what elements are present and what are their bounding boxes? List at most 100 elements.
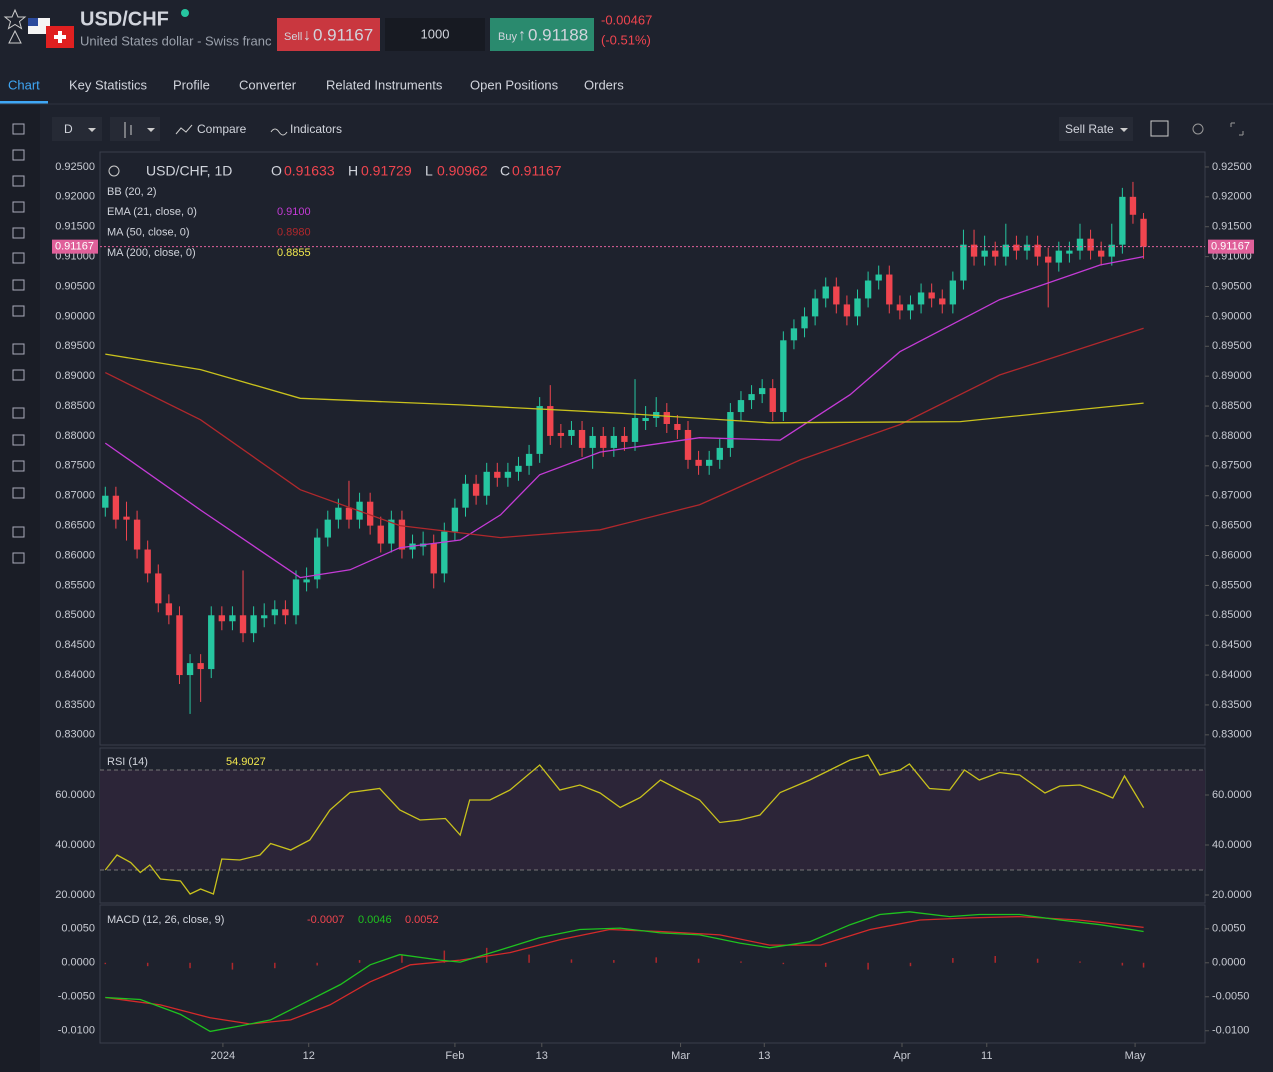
ohlc-o_label: O <box>271 163 282 179</box>
ohlc-c: 0.91167 <box>512 163 562 179</box>
macd-histogram-bar <box>189 962 191 969</box>
candle-body <box>388 519 395 544</box>
candle-body <box>525 453 533 466</box>
y-tick-label: 0.83500 <box>1212 699 1252 711</box>
candle-body <box>112 495 120 520</box>
candle-body <box>1013 244 1020 251</box>
fullscreen-button[interactable] <box>1230 122 1244 136</box>
candle-body <box>123 516 130 520</box>
buy-button[interactable] <box>490 18 594 51</box>
tool-icon[interactable] <box>12 369 25 381</box>
tab[interactable]: Profile <box>173 77 210 92</box>
last-price-label: 0.91167 <box>1211 241 1250 253</box>
candle-body <box>663 412 670 424</box>
tool-icon[interactable] <box>12 343 25 355</box>
candle-body <box>250 615 257 634</box>
tool-icon[interactable] <box>12 407 25 419</box>
quantity-input[interactable] <box>385 18 485 51</box>
tool-icon[interactable] <box>12 252 25 264</box>
candle-body <box>239 615 247 634</box>
candle-body <box>811 298 819 317</box>
y-tick-label: 60.0000 <box>1212 789 1252 801</box>
tool-icon[interactable] <box>12 149 25 161</box>
candle-body <box>631 418 639 442</box>
y-tick-label: 20.0000 <box>1212 889 1252 901</box>
toolbar: D Compare Indicators Sell Rate <box>52 117 1244 141</box>
macd-histogram-bar <box>613 960 615 963</box>
candle-body <box>960 244 967 281</box>
tool-icon[interactable] <box>12 434 25 446</box>
y-tick-label: 0.88500 <box>1212 400 1252 412</box>
instrument-name: United States dollar - Swiss franc <box>80 33 272 48</box>
tab[interactable]: Key Statistics <box>69 77 148 92</box>
tool-icon[interactable] <box>12 227 25 239</box>
alert-icon[interactable] <box>8 29 22 44</box>
tool-icon[interactable] <box>12 460 25 472</box>
y-tick-label: 0.83000 <box>1212 729 1252 741</box>
tab[interactable]: Related Instruments <box>326 77 443 92</box>
buy-label: Buy <box>498 31 517 43</box>
sell-button[interactable] <box>277 18 380 51</box>
candle-body <box>377 525 384 544</box>
y-tick-label: 0.86000 <box>1212 549 1252 561</box>
tool-icon[interactable] <box>12 552 25 564</box>
tool-icon[interactable] <box>12 487 25 499</box>
tab[interactable]: Open Positions <box>470 77 559 92</box>
y-tick-label: 0.83500 <box>55 699 95 711</box>
y-tick-label: -0.0050 <box>1212 991 1249 1003</box>
y-tick-label: 0.89500 <box>1212 340 1252 352</box>
macd-value: -0.0007 <box>307 914 344 926</box>
ohlc-o: 0.91633 <box>284 163 335 179</box>
change: -0.00467 <box>601 12 652 27</box>
candle-body <box>970 244 978 257</box>
settings-button[interactable] <box>1192 123 1204 135</box>
sell-price: 0.91167 <box>313 25 373 44</box>
screenshot-button[interactable] <box>1150 120 1169 137</box>
y-tick-label: 20.0000 <box>55 889 95 901</box>
tool-icon[interactable] <box>12 201 25 213</box>
indicators-button[interactable]: Indicators <box>290 122 342 136</box>
macd-histogram-bar <box>697 958 700 963</box>
last-price-label: 0.91167 <box>55 241 94 253</box>
favorite-icon[interactable] <box>3 8 27 30</box>
collapse-icon[interactable] <box>108 165 120 177</box>
compare-button[interactable]: Compare <box>197 122 247 136</box>
ch-cross <box>54 31 66 43</box>
candle-body <box>483 471 490 496</box>
y-tick-label: 0.86000 <box>55 549 95 561</box>
candle-body <box>610 435 618 448</box>
candle-body <box>261 615 268 619</box>
interval: D <box>64 122 73 136</box>
macd-histogram-bar <box>1036 958 1039 963</box>
candle-body <box>706 459 713 466</box>
tool-icon[interactable] <box>12 526 25 538</box>
candle-body <box>695 459 702 466</box>
last-price-badge <box>52 239 98 254</box>
y-tick-label: 0.88000 <box>1212 430 1252 442</box>
candle-body <box>345 507 353 520</box>
y-tick-label: 60.0000 <box>55 789 95 801</box>
tool-icon[interactable] <box>12 123 25 135</box>
y-tick-label: 0.90000 <box>1212 310 1252 322</box>
macd-histogram-bar <box>570 959 573 963</box>
y-tick-label: 0.0050 <box>61 923 95 935</box>
candle-body <box>833 286 840 305</box>
candle-body <box>748 394 755 401</box>
tool-icon[interactable] <box>12 175 25 187</box>
macd-histogram-bar <box>401 954 403 963</box>
active-tab-underline <box>0 101 48 104</box>
indicator-value: 0.8855 <box>277 247 311 259</box>
tab[interactable]: Orders <box>584 77 624 92</box>
y-tick-label: 0.84500 <box>55 639 95 651</box>
candle-body <box>854 298 861 317</box>
tab[interactable]: Converter <box>239 77 297 92</box>
y-tick-label: 0.90000 <box>55 310 95 322</box>
sell-label: Sell <box>284 31 302 43</box>
macd-histogram-bar <box>994 955 996 963</box>
rsi-line <box>104 754 1145 895</box>
sell-rate-select[interactable] <box>1059 117 1133 141</box>
tab[interactable]: Chart <box>8 77 40 92</box>
tool-icon[interactable] <box>12 279 25 291</box>
tool-icon[interactable] <box>12 305 25 317</box>
